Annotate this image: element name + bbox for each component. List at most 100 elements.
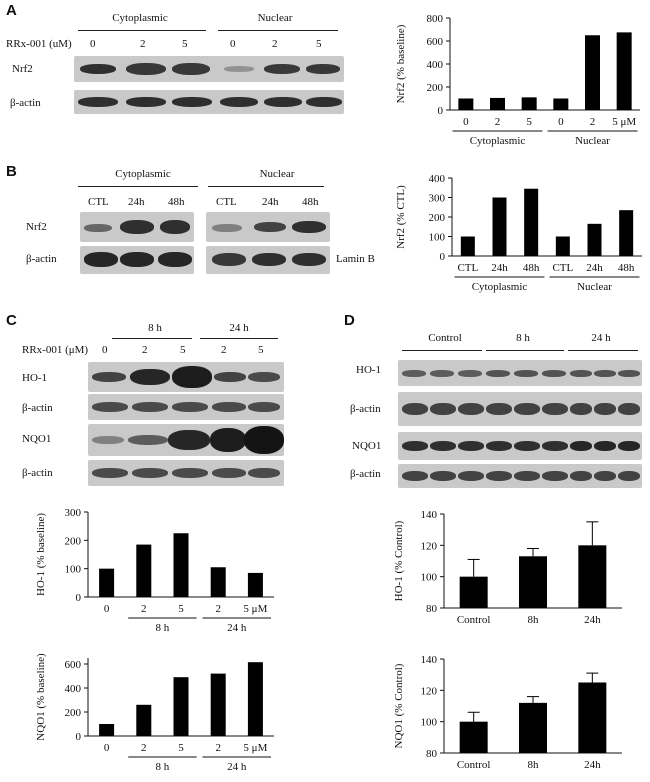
y-tick-label: 0: [440, 251, 446, 263]
group-label: Cytoplasmic: [472, 281, 528, 293]
lane-label: 5: [258, 344, 264, 356]
group-label: Nuclear: [577, 281, 612, 293]
x-tick-label: 5: [526, 116, 532, 128]
bar: [490, 97, 505, 110]
y-tick-label: 400: [65, 683, 82, 695]
group-underline: [568, 350, 638, 351]
bar: [460, 236, 475, 256]
group-underline: [218, 30, 338, 31]
x-tick-label: 24h: [584, 759, 601, 771]
bar: [247, 572, 263, 597]
y-tick-label: 120: [421, 540, 438, 552]
x-tick-label: 24h: [584, 614, 601, 626]
bar: [459, 721, 488, 753]
group-label-8h: 8 h: [516, 332, 530, 344]
y-axis-label: Nrf2 (% baseline): [395, 24, 407, 103]
group-label-cytoplasmic: Cytoplasmic: [112, 12, 168, 24]
row-label-beta-actin: β-actin: [350, 468, 381, 480]
row-label-beta-actin: β-actin: [10, 97, 41, 109]
blot-beta-actin: [88, 460, 284, 486]
group-underline: [200, 338, 278, 339]
bar: [173, 533, 189, 597]
group-label-nuclear: Nuclear: [259, 168, 295, 180]
x-tick-label: Control: [457, 759, 491, 771]
x-tick-label: 5: [178, 742, 184, 754]
panel-letter-a: A: [6, 2, 17, 19]
y-tick-label: 0: [438, 105, 444, 117]
y-tick-label: 300: [65, 507, 82, 519]
row-label-ho1: HO-1: [22, 372, 48, 384]
y-axis-label: NQO1 (% Control): [393, 663, 405, 748]
bar: [519, 556, 547, 608]
x-tick-label: CTL: [552, 262, 573, 274]
panel-letter-c: C: [6, 312, 17, 329]
group-underline: [112, 338, 192, 339]
bar: [555, 236, 570, 256]
x-tick-label: 0: [463, 116, 469, 128]
group-underline: [486, 350, 564, 351]
lane-label: 5: [182, 38, 188, 50]
group-label: Cytoplasmic: [470, 135, 526, 147]
blot-nqo1: [88, 424, 284, 456]
x-tick-label: Control: [457, 614, 491, 626]
group-label: 24 h: [227, 622, 247, 634]
y-tick-label: 600: [65, 659, 82, 671]
lane-label: CTL: [216, 196, 237, 208]
x-tick-label: 0: [104, 742, 110, 754]
y-tick-label: 0: [76, 592, 82, 604]
lane-label: 2: [140, 38, 146, 50]
y-tick-label: 200: [427, 82, 444, 94]
y-tick-label: 400: [429, 173, 446, 185]
y-tick-label: 140: [421, 509, 438, 521]
y-tick-label: 120: [421, 685, 438, 697]
x-tick-label: 5 μM: [612, 116, 636, 128]
group-label-cytoplasmic: Cytoplasmic: [115, 168, 171, 180]
lane-label: 2: [272, 38, 278, 50]
bar: [619, 210, 634, 256]
chart-a-nrf2-baseline: 0 200 400 600 800 Nrf2 (% baseline) 0 2 5 0 2 5 μM C…: [395, 13, 640, 147]
bar: [521, 97, 537, 110]
blot-nrf2-nuclear: [206, 212, 330, 242]
blot-ho1: [398, 360, 642, 386]
row-label-nqo1: NQO1: [22, 433, 52, 445]
y-tick-label: 80: [426, 748, 438, 760]
group-label: 24 h: [227, 761, 247, 773]
blot-lamin-b: [206, 246, 330, 274]
lane-label: 48h: [168, 196, 185, 208]
y-tick-label: 400: [427, 59, 444, 71]
group-underline: [208, 186, 324, 187]
bar: [578, 545, 607, 608]
lane-label: CTL: [88, 196, 109, 208]
bar: [99, 568, 115, 597]
y-axis-label: HO-1 (% Control): [393, 520, 405, 601]
lane-label: 24h: [128, 196, 145, 208]
x-tick-label: 24h: [491, 262, 508, 274]
panel-letter-d: D: [344, 312, 355, 329]
group-label-24h: 24 h: [591, 332, 611, 344]
bar: [585, 35, 600, 110]
chart-c-ho1-baseline: 0 100 200 300 HO-1 (% baseline) 0 2 5 2 5 μM 8 h 24…: [35, 507, 274, 634]
bar: [136, 544, 152, 597]
bar: [524, 188, 539, 256]
lane-label: 0: [102, 344, 108, 356]
x-tick-label: 48h: [618, 262, 635, 274]
row-label-nrf2: Nrf2: [12, 63, 33, 75]
y-tick-label: 300: [429, 193, 446, 205]
row-label-ho1: HO-1: [356, 364, 382, 376]
chart-d-nqo1-control: 80 100 120 140 NQO1 (% Control) Control 8h 24h: [393, 654, 622, 771]
blot-nqo1: [398, 432, 642, 460]
group-underline: [78, 30, 206, 31]
y-tick-label: 140: [421, 654, 438, 666]
x-tick-label: 2: [215, 742, 221, 754]
bar: [458, 98, 474, 110]
y-tick-label: 100: [421, 572, 438, 584]
blot-beta-actin: [80, 246, 194, 274]
x-tick-label: 5 μM: [243, 742, 267, 754]
group-label: 8 h: [156, 761, 170, 773]
group-underline: [402, 350, 482, 351]
group-label: 8 h: [156, 622, 170, 634]
row-label-beta-actin: β-actin: [26, 253, 57, 265]
y-axis-label: HO-1 (% baseline): [35, 513, 47, 596]
chart-d-ho1-control: 80 100 120 140 HO-1 (% Control) Control 8h 24h: [393, 509, 622, 626]
blot-ho1: [88, 362, 284, 392]
